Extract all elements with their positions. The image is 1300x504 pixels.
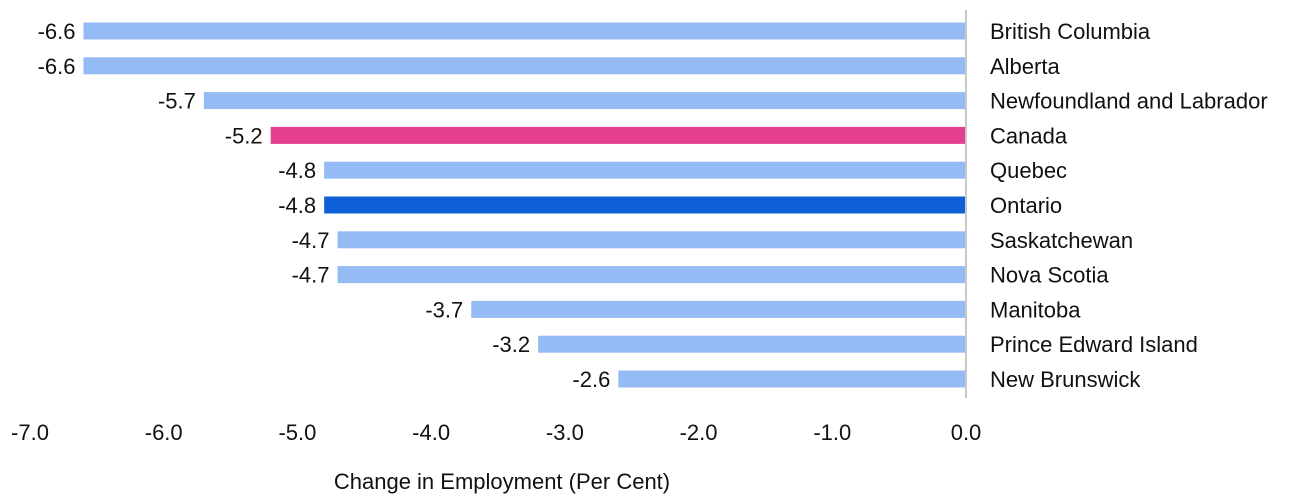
category-label-newfoundland-and-labrador: Newfoundland and Labrador	[990, 89, 1268, 114]
category-labels-layer: British Columbia Alberta Newfoundland and …	[990, 19, 1268, 392]
category-label-nova-scotia: Nova Scotia	[990, 263, 1109, 288]
bar-prince-edward-island	[538, 335, 966, 353]
value-label-quebec: -4.8	[278, 158, 316, 183]
bar-canada	[270, 126, 967, 144]
x-tick-labels-layer: -7.0 -6.0 -5.0 -4.0 -3.0 -2.0 -1.0 0.0	[11, 420, 981, 445]
bar-manitoba	[471, 300, 966, 318]
value-label-british-columbia: -6.6	[38, 19, 76, 44]
value-label-canada: -5.2	[225, 123, 263, 148]
x-tick-label: -4.0	[412, 420, 450, 445]
value-label-ontario: -4.8	[278, 193, 316, 218]
x-axis-title: Change in Employment (Per Cent)	[334, 469, 670, 494]
category-label-manitoba: Manitoba	[990, 297, 1081, 322]
category-label-new-brunswick: New Brunswick	[990, 367, 1141, 392]
x-tick-label: -2.0	[680, 420, 718, 445]
x-tick-label: -3.0	[546, 420, 584, 445]
category-label-alberta: Alberta	[990, 54, 1060, 79]
value-label-manitoba: -3.7	[425, 297, 463, 322]
category-label-prince-edward-island: Prince Edward Island	[990, 332, 1198, 357]
category-label-ontario: Ontario	[990, 193, 1062, 218]
category-label-canada: Canada	[990, 123, 1068, 148]
value-label-newfoundland-and-labrador: -5.7	[158, 89, 196, 114]
value-labels-layer: -6.6 -6.6 -5.7 -5.2 -4.8 -4.8 -4.7 -4.7 -3.7 -3.2…	[38, 19, 611, 392]
bar-alberta	[83, 57, 966, 75]
category-label-british-columbia: British Columbia	[990, 19, 1151, 44]
x-tick-label: -7.0	[11, 420, 49, 445]
x-tick-label: -6.0	[145, 420, 183, 445]
category-label-saskatchewan: Saskatchewan	[990, 228, 1133, 253]
bar-newfoundland-and-labrador	[203, 92, 967, 110]
category-label-quebec: Quebec	[990, 158, 1067, 183]
value-label-new-brunswick: -2.6	[572, 367, 610, 392]
x-tick-label: -1.0	[813, 420, 851, 445]
value-label-saskatchewan: -4.7	[292, 228, 330, 253]
value-label-prince-edward-island: -3.2	[492, 332, 530, 357]
bar-quebec	[324, 161, 967, 179]
bar-new-brunswick	[618, 370, 966, 388]
bars-layer	[83, 22, 967, 388]
bar-nova-scotia	[337, 266, 966, 284]
value-label-alberta: -6.6	[38, 54, 76, 79]
x-tick-label: 0.0	[951, 420, 982, 445]
value-label-nova-scotia: -4.7	[292, 263, 330, 288]
bar-saskatchewan	[337, 231, 966, 249]
bar-british-columbia	[83, 22, 966, 40]
bar-ontario	[324, 196, 967, 214]
x-tick-label: -5.0	[278, 420, 316, 445]
